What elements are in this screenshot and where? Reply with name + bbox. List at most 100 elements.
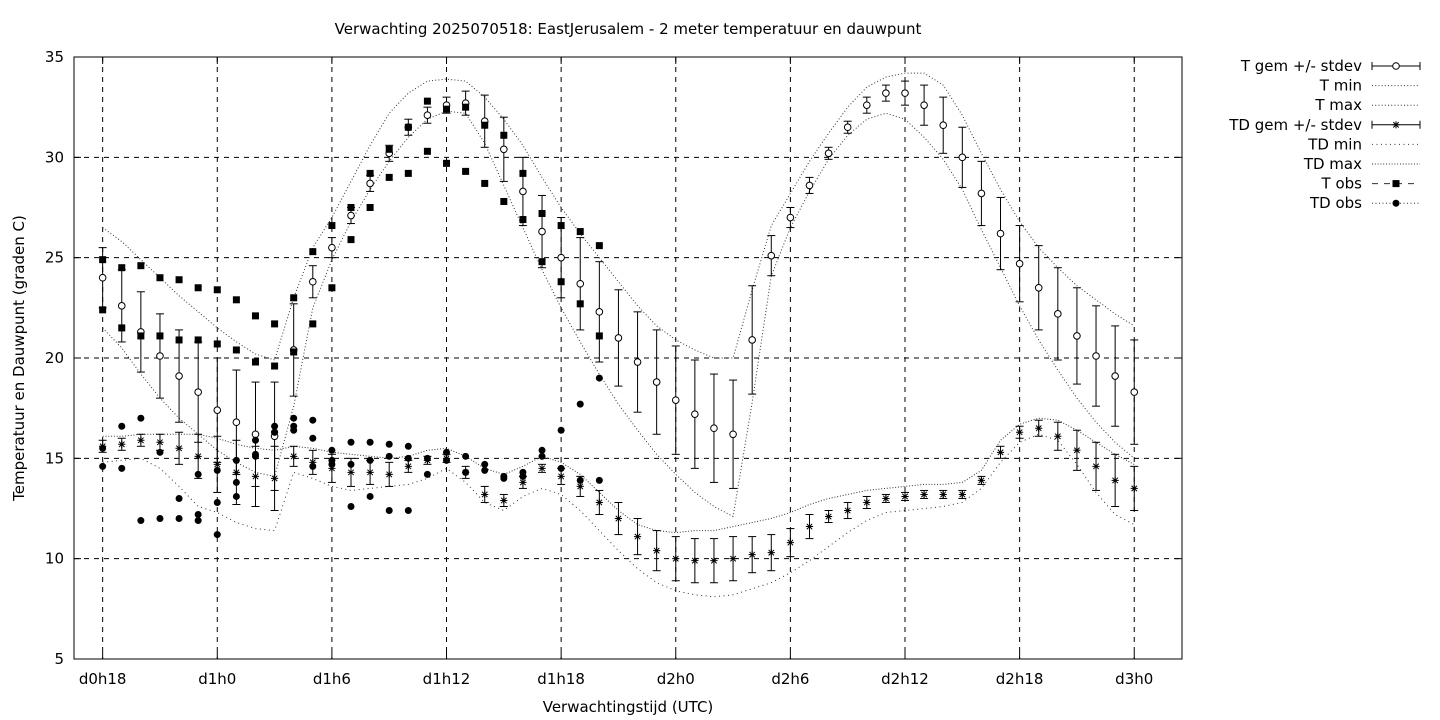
t-mean-marker <box>1034 283 1043 292</box>
td-mean-marker <box>614 514 623 523</box>
x-tick-label: d3h0 <box>1115 670 1153 688</box>
legend-label: TD min <box>1307 135 1362 153</box>
td-obs-marker <box>576 400 584 408</box>
t-mean-marker <box>920 101 928 109</box>
td-obs-marker <box>175 494 183 502</box>
t-mean-marker <box>1092 352 1100 360</box>
td-obs-marker <box>481 466 489 474</box>
td-mean-point <box>308 449 317 475</box>
t-obs-marker <box>347 236 355 244</box>
legend-label: T min <box>1319 77 1362 95</box>
td-obs-marker <box>137 414 145 422</box>
td-mean-point <box>1015 425 1024 439</box>
td-obs-marker <box>290 426 298 434</box>
t-mean-point <box>652 329 661 435</box>
t-mean-marker <box>824 149 833 158</box>
t-mean-marker <box>194 388 202 396</box>
legend-t-obs-marker <box>1392 180 1400 188</box>
t-mean-marker <box>977 189 986 198</box>
td-obs-marker <box>328 460 336 468</box>
td-mean-point <box>614 501 623 536</box>
t-obs-marker <box>194 284 202 292</box>
t-obs-marker <box>156 274 164 282</box>
td-obs-marker <box>366 456 374 464</box>
td-mean-point <box>117 437 126 451</box>
td-mean-marker <box>290 452 298 460</box>
t-mean-marker <box>595 308 604 316</box>
td-mean-point <box>499 493 508 507</box>
td-obs-marker <box>385 507 393 515</box>
t-mean-point <box>518 156 527 227</box>
td-mean-marker <box>691 557 699 565</box>
t-mean-point <box>671 345 680 455</box>
y-tick-label: 5 <box>54 650 64 668</box>
td-mean-marker <box>213 460 221 468</box>
t-obs-marker <box>595 332 603 340</box>
legend-td-mean-marker <box>1392 121 1400 129</box>
t-mean-point <box>327 237 336 259</box>
td-mean-point <box>862 495 871 509</box>
td-mean-point <box>1053 421 1062 451</box>
td-min-line <box>102 433 1135 598</box>
td-obs-marker <box>481 460 489 468</box>
td-mean-marker <box>977 476 986 485</box>
td-mean-marker <box>270 474 279 482</box>
td-mean-point <box>729 536 738 582</box>
td-mean-marker <box>958 490 966 499</box>
t-mean-marker <box>519 187 527 196</box>
td-obs-marker <box>423 454 431 462</box>
t-obs-marker <box>423 97 431 105</box>
td-obs-marker <box>309 416 317 424</box>
t-mean-point <box>155 313 164 399</box>
td-mean-point <box>690 538 699 584</box>
t-mean-point <box>538 194 547 269</box>
t-mean-point <box>901 80 909 106</box>
t-obs-marker <box>271 362 279 370</box>
t-mean-marker <box>633 358 642 366</box>
td-mean-marker <box>653 547 661 555</box>
td-obs-marker <box>213 466 221 474</box>
t-mean-marker <box>691 410 699 418</box>
td-mean-marker <box>1092 462 1100 470</box>
chart-title: Verwachting 2025070518: EastJerusalem - … <box>335 20 922 38</box>
t-mean-point <box>499 116 508 182</box>
td-mean-marker <box>156 438 164 446</box>
t-mean-point <box>1034 245 1043 331</box>
td-mean-point <box>977 475 986 485</box>
t-mean-point <box>1111 325 1120 427</box>
grid <box>74 57 1182 659</box>
td-mean-marker <box>251 472 260 480</box>
td-obs-marker <box>99 444 107 452</box>
td-obs-marker <box>576 476 584 484</box>
t-obs-marker <box>366 204 374 211</box>
t-mean-point <box>824 146 833 160</box>
t-obs-marker <box>118 324 126 332</box>
t-mean-marker <box>156 352 164 360</box>
td-mean-point <box>881 493 890 503</box>
t-mean-marker <box>786 213 795 222</box>
td-mean-point <box>1130 465 1139 512</box>
td-mean-marker <box>576 482 584 491</box>
td-mean-point <box>767 534 776 572</box>
t-mean-point <box>595 261 604 363</box>
t-mean-point <box>977 160 986 227</box>
t-mean-point <box>461 90 470 116</box>
x-tick-label: d1h18 <box>537 670 585 688</box>
td-mean-point <box>996 445 1005 459</box>
t-mean-point <box>996 196 1005 271</box>
td-mean-marker <box>1054 432 1062 440</box>
td-obs-marker <box>251 450 259 458</box>
td-obs-marker <box>404 454 412 462</box>
td-obs-marker <box>232 456 240 464</box>
t-mean-marker <box>996 229 1005 238</box>
t-mean-marker <box>308 277 317 286</box>
y-axis-label: Temperatuur en Dauwpunt (graden C) <box>10 215 28 502</box>
t-mean-point <box>729 379 738 489</box>
t-obs-marker <box>481 179 489 187</box>
td-mean-marker <box>328 464 336 472</box>
t-mean-point <box>557 217 566 299</box>
t-obs-marker <box>290 294 298 302</box>
t-mean-point <box>881 84 890 102</box>
